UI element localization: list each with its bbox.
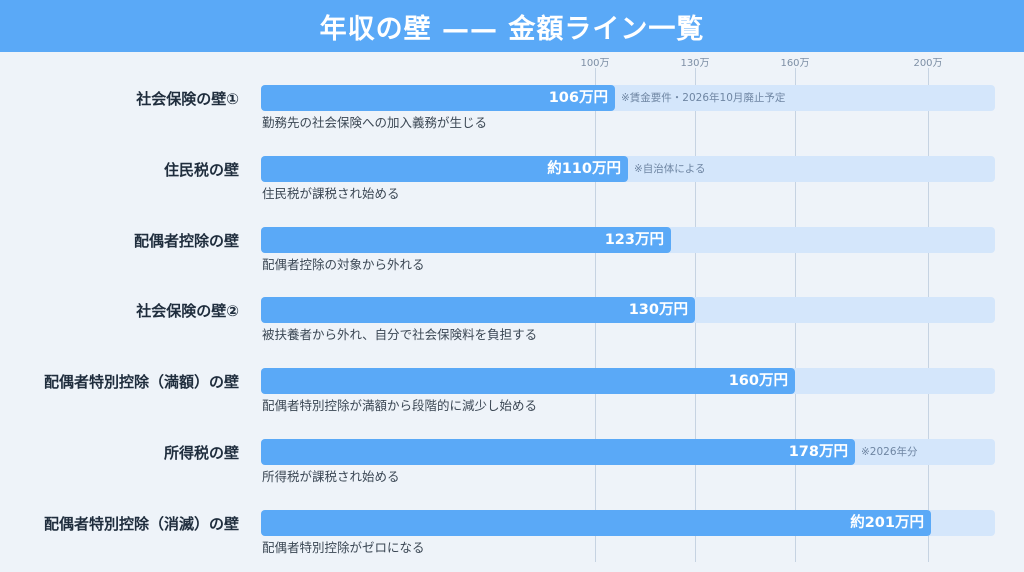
- bar-note: ※2026年分: [861, 446, 918, 458]
- bar: [261, 85, 615, 111]
- category-label: 所得税の壁: [163, 444, 239, 462]
- category-description: 配偶者控除の対象から外れる: [262, 257, 425, 272]
- bar: [261, 368, 795, 394]
- bar: [261, 227, 671, 253]
- category-label: 配偶者特別控除（消滅）の壁: [43, 515, 239, 533]
- category-label: 住民税の壁: [163, 161, 239, 179]
- bar: [261, 439, 855, 465]
- bar-note: ※賃金要件・2026年10月廃止予定: [621, 92, 786, 104]
- tick-label: 130万: [680, 58, 710, 69]
- bar-value-label: 106万円: [548, 90, 608, 106]
- bar-value-label: 130万円: [628, 302, 688, 318]
- tick-label: 160万: [780, 58, 810, 69]
- bar: [261, 510, 931, 536]
- category-label: 配偶者控除の壁: [133, 232, 239, 250]
- category-description: 被扶養者から外れ、自分で社会保険料を負担する: [262, 327, 538, 342]
- category-description: 配偶者特別控除が満額から段階的に減少し始める: [262, 398, 538, 413]
- page-title: 年収の壁 —— 金額ライン一覧: [319, 13, 705, 45]
- bar-value-label: 160万円: [728, 373, 788, 389]
- tick-label: 200万: [913, 58, 943, 69]
- bar: [261, 297, 695, 323]
- category-description: 住民税が課税され始める: [262, 186, 400, 201]
- bar-value-label: 約201万円: [850, 515, 924, 531]
- header-banner: 年収の壁 —— 金額ライン一覧: [0, 0, 1024, 52]
- category-label: 配偶者特別控除（満額）の壁: [43, 373, 239, 391]
- category-description: 勤務先の社会保険への加入義務が生じる: [262, 115, 488, 130]
- category-label: 社会保険の壁②: [136, 302, 239, 320]
- category-label: 社会保険の壁①: [136, 90, 239, 108]
- bar-value-label: 約110万円: [547, 161, 621, 177]
- category-description: 所得税が課税され始める: [262, 469, 400, 484]
- bar: [261, 156, 628, 182]
- bar-value-label: 123万円: [604, 232, 664, 248]
- tick-label: 100万: [580, 58, 610, 69]
- category-description: 配偶者特別控除がゼロになる: [262, 540, 425, 555]
- bar-value-label: 178万円: [788, 444, 848, 460]
- bar-note: ※自治体による: [634, 163, 706, 175]
